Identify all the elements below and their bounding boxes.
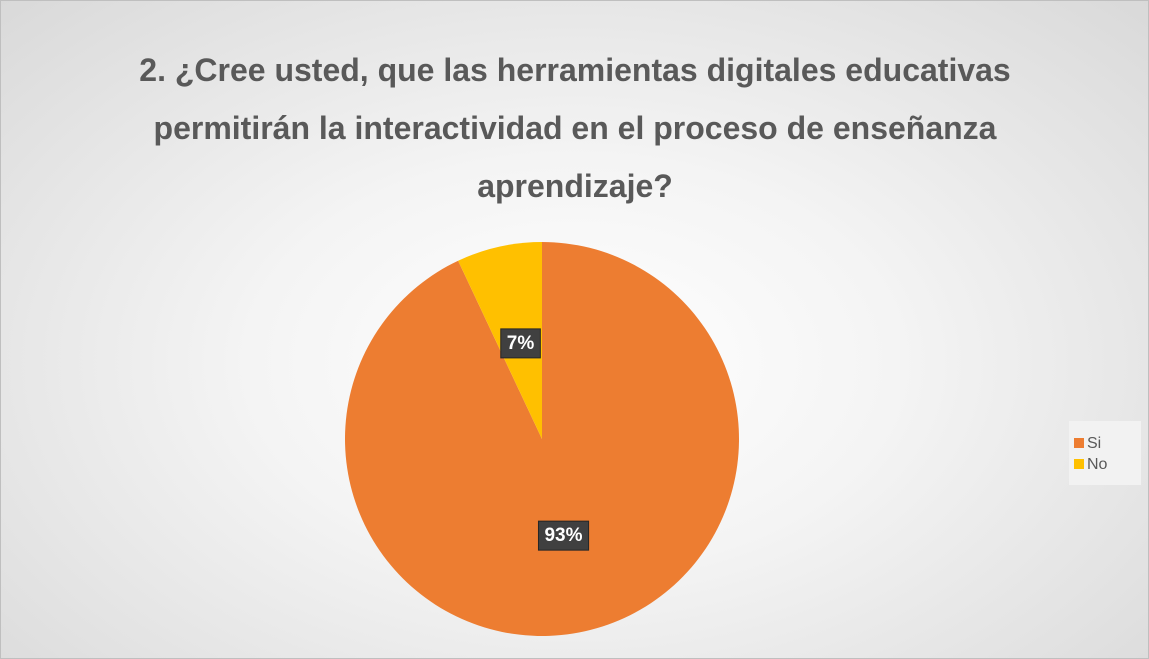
data-label: 7% xyxy=(507,333,535,354)
legend-swatch xyxy=(1074,438,1084,448)
legend-label: Si xyxy=(1087,435,1101,452)
legend-box xyxy=(1069,421,1141,485)
chart-title: 2. ¿Cree usted, que las herramientas dig… xyxy=(139,52,1011,204)
data-label: 93% xyxy=(544,525,582,546)
data-label-box xyxy=(500,328,541,359)
data-label-box xyxy=(537,520,590,551)
pie-slice xyxy=(458,242,542,439)
legend-label: No xyxy=(1087,456,1108,473)
legend-swatch xyxy=(1074,459,1084,469)
